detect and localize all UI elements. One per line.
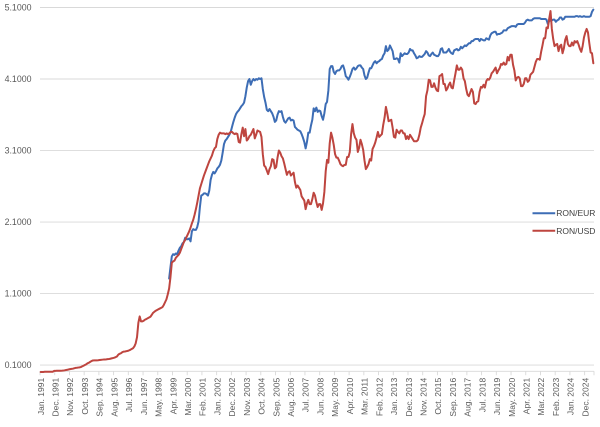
svg-text:Jul. 2018: Jul. 2018 [477,378,487,413]
svg-text:1.1000: 1.1000 [5,289,32,299]
svg-text:Aug. 1995: Aug. 1995 [109,378,119,417]
svg-text:May. 1998: May. 1998 [154,378,164,417]
svg-text:Dec. 2013: Dec. 2013 [404,378,414,417]
svg-text:RON/EUR: RON/EUR [556,208,595,218]
svg-text:Apr. 2021: Apr. 2021 [522,378,532,415]
svg-text:Nov. 2003: Nov. 2003 [242,378,252,416]
svg-text:Jan. 1991: Jan. 1991 [36,378,46,416]
svg-text:Jul. 2007: Jul. 2007 [301,378,311,413]
svg-text:Oct. 2004: Oct. 2004 [257,378,267,415]
svg-text:Jun. 1997: Jun. 1997 [139,378,149,416]
svg-text:2.1000: 2.1000 [5,217,32,227]
svg-text:Jan. 2013: Jan. 2013 [389,378,399,416]
svg-text:Mar. 2011: Mar. 2011 [360,378,370,415]
svg-text:Jan. 2002: Jan. 2002 [212,378,222,416]
svg-text:Aug. 2017: Aug. 2017 [463,378,473,417]
svg-text:Jan. 2024: Jan. 2024 [566,378,576,416]
svg-text:Aug. 2006: Aug. 2006 [286,378,296,417]
svg-text:Sep. 2005: Sep. 2005 [271,378,281,417]
svg-text:Jul. 1996: Jul. 1996 [124,378,134,413]
svg-text:3.1000: 3.1000 [5,146,32,156]
svg-text:Oct. 1993: Oct. 1993 [80,378,90,415]
svg-text:May. 2009: May. 2009 [330,378,340,417]
svg-text:Mar. 2000: Mar. 2000 [183,378,193,416]
svg-text:RON/USD: RON/USD [556,226,595,236]
svg-text:0.1000: 0.1000 [5,360,32,370]
svg-text:Jun. 2019: Jun. 2019 [492,378,502,416]
svg-text:Dec. 2024: Dec. 2024 [580,378,590,417]
svg-text:Feb. 2023: Feb. 2023 [551,378,561,417]
svg-text:Sep. 1994: Sep. 1994 [95,378,105,417]
svg-text:Mar. 2022: Mar. 2022 [536,378,546,416]
svg-text:Jun. 2008: Jun. 2008 [315,378,325,416]
svg-text:Apr. 1999: Apr. 1999 [168,378,178,415]
svg-text:Dec. 1991: Dec. 1991 [50,378,60,417]
svg-text:Apr. 2010: Apr. 2010 [345,378,355,415]
svg-text:Feb. 2001: Feb. 2001 [198,378,208,417]
svg-text:5.1000: 5.1000 [5,3,32,13]
svg-text:Dec. 2002: Dec. 2002 [227,378,237,417]
svg-text:May. 2020: May. 2020 [507,378,517,417]
svg-text:Oct. 2015: Oct. 2015 [433,378,443,415]
svg-text:Nov. 2014: Nov. 2014 [418,378,428,416]
svg-text:Nov. 1992: Nov. 1992 [65,378,75,416]
svg-text:Sep. 2016: Sep. 2016 [448,378,458,417]
svg-text:4.1000: 4.1000 [5,74,32,84]
svg-text:Feb. 2012: Feb. 2012 [374,378,384,417]
